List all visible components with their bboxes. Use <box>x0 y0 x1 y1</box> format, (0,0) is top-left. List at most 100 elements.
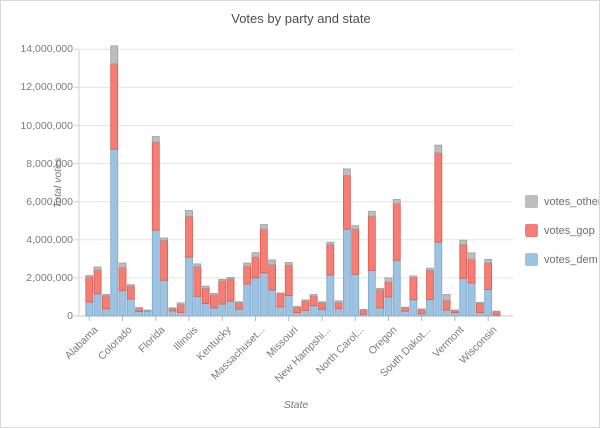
bar-segment-votes_dem[interactable] <box>459 277 468 317</box>
bar-segment-votes_other[interactable] <box>176 302 185 305</box>
bar-segment-votes_dem[interactable] <box>434 241 443 317</box>
bar-segment-votes_other[interactable] <box>334 300 343 303</box>
bar-segment-votes_gop[interactable] <box>268 264 277 291</box>
bar-segment-votes_other[interactable] <box>210 293 218 296</box>
bar-segment-votes_other[interactable] <box>259 224 268 230</box>
bar-segment-votes_dem[interactable] <box>293 312 301 317</box>
bar-segment-votes_other[interactable] <box>475 301 484 304</box>
bar-segment-votes_other[interactable] <box>318 301 326 304</box>
bar-segment-votes_dem[interactable] <box>276 306 285 317</box>
bar-segment-votes_other[interactable] <box>135 307 144 309</box>
bar-segment-votes_dem[interactable] <box>401 310 409 317</box>
bar-segment-votes_gop[interactable] <box>343 175 351 230</box>
bar-segment-votes_dem[interactable] <box>284 295 293 317</box>
bar-segment-votes_dem[interactable] <box>326 274 335 317</box>
bar-segment-votes_gop[interactable] <box>392 203 401 261</box>
bar-segment-votes_dem[interactable] <box>143 310 152 317</box>
bar-segment-votes_dem[interactable] <box>309 305 318 317</box>
bar-segment-votes_dem[interactable] <box>168 310 177 317</box>
bar-segment-votes_dem[interactable] <box>185 256 193 317</box>
bar-segment-votes_other[interactable] <box>110 45 119 65</box>
bar-segment-votes_gop[interactable] <box>243 265 252 285</box>
bar-segment-votes_gop[interactable] <box>234 302 243 310</box>
bar-segment-votes_other[interactable] <box>426 267 434 271</box>
bar-segment-votes_dem[interactable] <box>243 283 252 317</box>
bar-segment-votes_dem[interactable] <box>259 272 268 317</box>
bar-segment-votes_dem[interactable] <box>193 295 202 317</box>
bar-segment-votes_dem[interactable] <box>135 311 144 317</box>
bar-segment-votes_other[interactable] <box>484 258 493 264</box>
bar-segment-votes_gop[interactable] <box>176 304 185 313</box>
bar-segment-votes_other[interactable] <box>185 210 193 217</box>
bar-segment-votes_other[interactable] <box>243 262 252 267</box>
bar-segment-votes_other[interactable] <box>351 225 360 230</box>
bar-segment-votes_other[interactable] <box>151 136 160 143</box>
bar-segment-votes_other[interactable] <box>343 168 351 176</box>
bar-segment-votes_other[interactable] <box>201 285 210 289</box>
bar-segment-votes_other[interactable] <box>459 239 468 245</box>
bar-segment-votes_dem[interactable] <box>426 299 434 317</box>
bar-segment-votes_dem[interactable] <box>118 290 127 317</box>
bar-segment-votes_other[interactable] <box>218 278 227 282</box>
bar-segment-votes_dem[interactable] <box>318 308 326 317</box>
bar-segment-votes_dem[interactable] <box>475 312 484 317</box>
bar-segment-votes_gop[interactable] <box>426 270 434 300</box>
bar-segment-votes_dem[interactable] <box>334 308 343 317</box>
bar-segment-votes_other[interactable] <box>126 284 135 287</box>
bar-segment-votes_other[interactable] <box>276 292 285 294</box>
bar-segment-votes_gop[interactable] <box>318 302 326 310</box>
bar-segment-votes_gop[interactable] <box>359 309 368 315</box>
bar-segment-votes_gop[interactable] <box>85 276 94 303</box>
bar-segment-votes_other[interactable] <box>284 262 293 266</box>
bar-segment-votes_gop[interactable] <box>118 267 127 291</box>
bar-segment-votes_dem[interactable] <box>301 310 310 317</box>
bar-segment-votes_gop[interactable] <box>259 228 268 274</box>
bar-segment-votes_gop[interactable] <box>309 295 318 307</box>
bar-segment-votes_other[interactable] <box>401 306 409 309</box>
bar-segment-votes_gop[interactable] <box>384 281 393 298</box>
bar-segment-votes_gop[interactable] <box>301 300 310 311</box>
bar-segment-votes_dem[interactable] <box>409 299 418 317</box>
bar-segment-votes_other[interactable] <box>359 309 368 311</box>
bar-segment-votes_other[interactable] <box>251 252 260 258</box>
bar-segment-votes_gop[interactable] <box>102 295 110 310</box>
bar-segment-votes_other[interactable] <box>451 309 459 312</box>
bar-segment-votes_dem[interactable] <box>110 148 119 317</box>
bar-segment-votes_other[interactable] <box>143 309 152 312</box>
bar-segment-votes_dem[interactable] <box>442 309 451 317</box>
bar-segment-votes_dem[interactable] <box>160 279 168 317</box>
bar-segment-votes_dem[interactable] <box>251 277 260 317</box>
bar-segment-votes_other[interactable] <box>93 266 102 271</box>
bar-segment-votes_dem[interactable] <box>151 229 160 317</box>
bar-segment-votes_gop[interactable] <box>434 152 443 243</box>
bar-segment-votes_dem[interactable] <box>210 307 218 317</box>
bar-segment-votes_gop[interactable] <box>160 240 168 281</box>
bar-segment-votes_dem[interactable] <box>268 289 277 317</box>
bar-segment-votes_dem[interactable] <box>218 303 227 317</box>
bar-segment-votes_dem[interactable] <box>102 308 110 317</box>
bar-segment-votes_other[interactable] <box>85 275 94 278</box>
bar-segment-votes_dem[interactable] <box>376 307 385 317</box>
bar-segment-votes_gop[interactable] <box>276 293 285 308</box>
bar-segment-votes_dem[interactable] <box>85 301 94 317</box>
bar-segment-votes_gop[interactable] <box>226 278 235 302</box>
bar-segment-votes_gop[interactable] <box>351 228 360 275</box>
bar-segment-votes_other[interactable] <box>467 252 476 260</box>
bar-segment-votes_dem[interactable] <box>484 289 493 317</box>
bar-segment-votes_dem[interactable] <box>343 228 351 317</box>
bar-segment-votes_other[interactable] <box>168 307 177 309</box>
bar-segment-votes_gop[interactable] <box>151 141 160 231</box>
bar-segment-votes_gop[interactable] <box>334 302 343 310</box>
bar-segment-votes_other[interactable] <box>442 294 451 301</box>
bar-segment-votes_dem[interactable] <box>367 269 376 317</box>
bar-segment-votes_dem[interactable] <box>467 282 476 317</box>
bar-segment-votes_other[interactable] <box>392 199 401 205</box>
bar-segment-votes_other[interactable] <box>417 308 426 310</box>
bar-segment-votes_gop[interactable] <box>126 285 135 300</box>
bar-segment-votes_dem[interactable] <box>93 293 102 317</box>
bar-segment-votes_other[interactable] <box>268 259 277 266</box>
bar-segment-votes_dem[interactable] <box>384 296 393 317</box>
bar-segment-votes_gop[interactable] <box>185 215 193 258</box>
bar-segment-votes_gop[interactable] <box>367 215 376 271</box>
bar-segment-votes_other[interactable] <box>102 294 110 297</box>
